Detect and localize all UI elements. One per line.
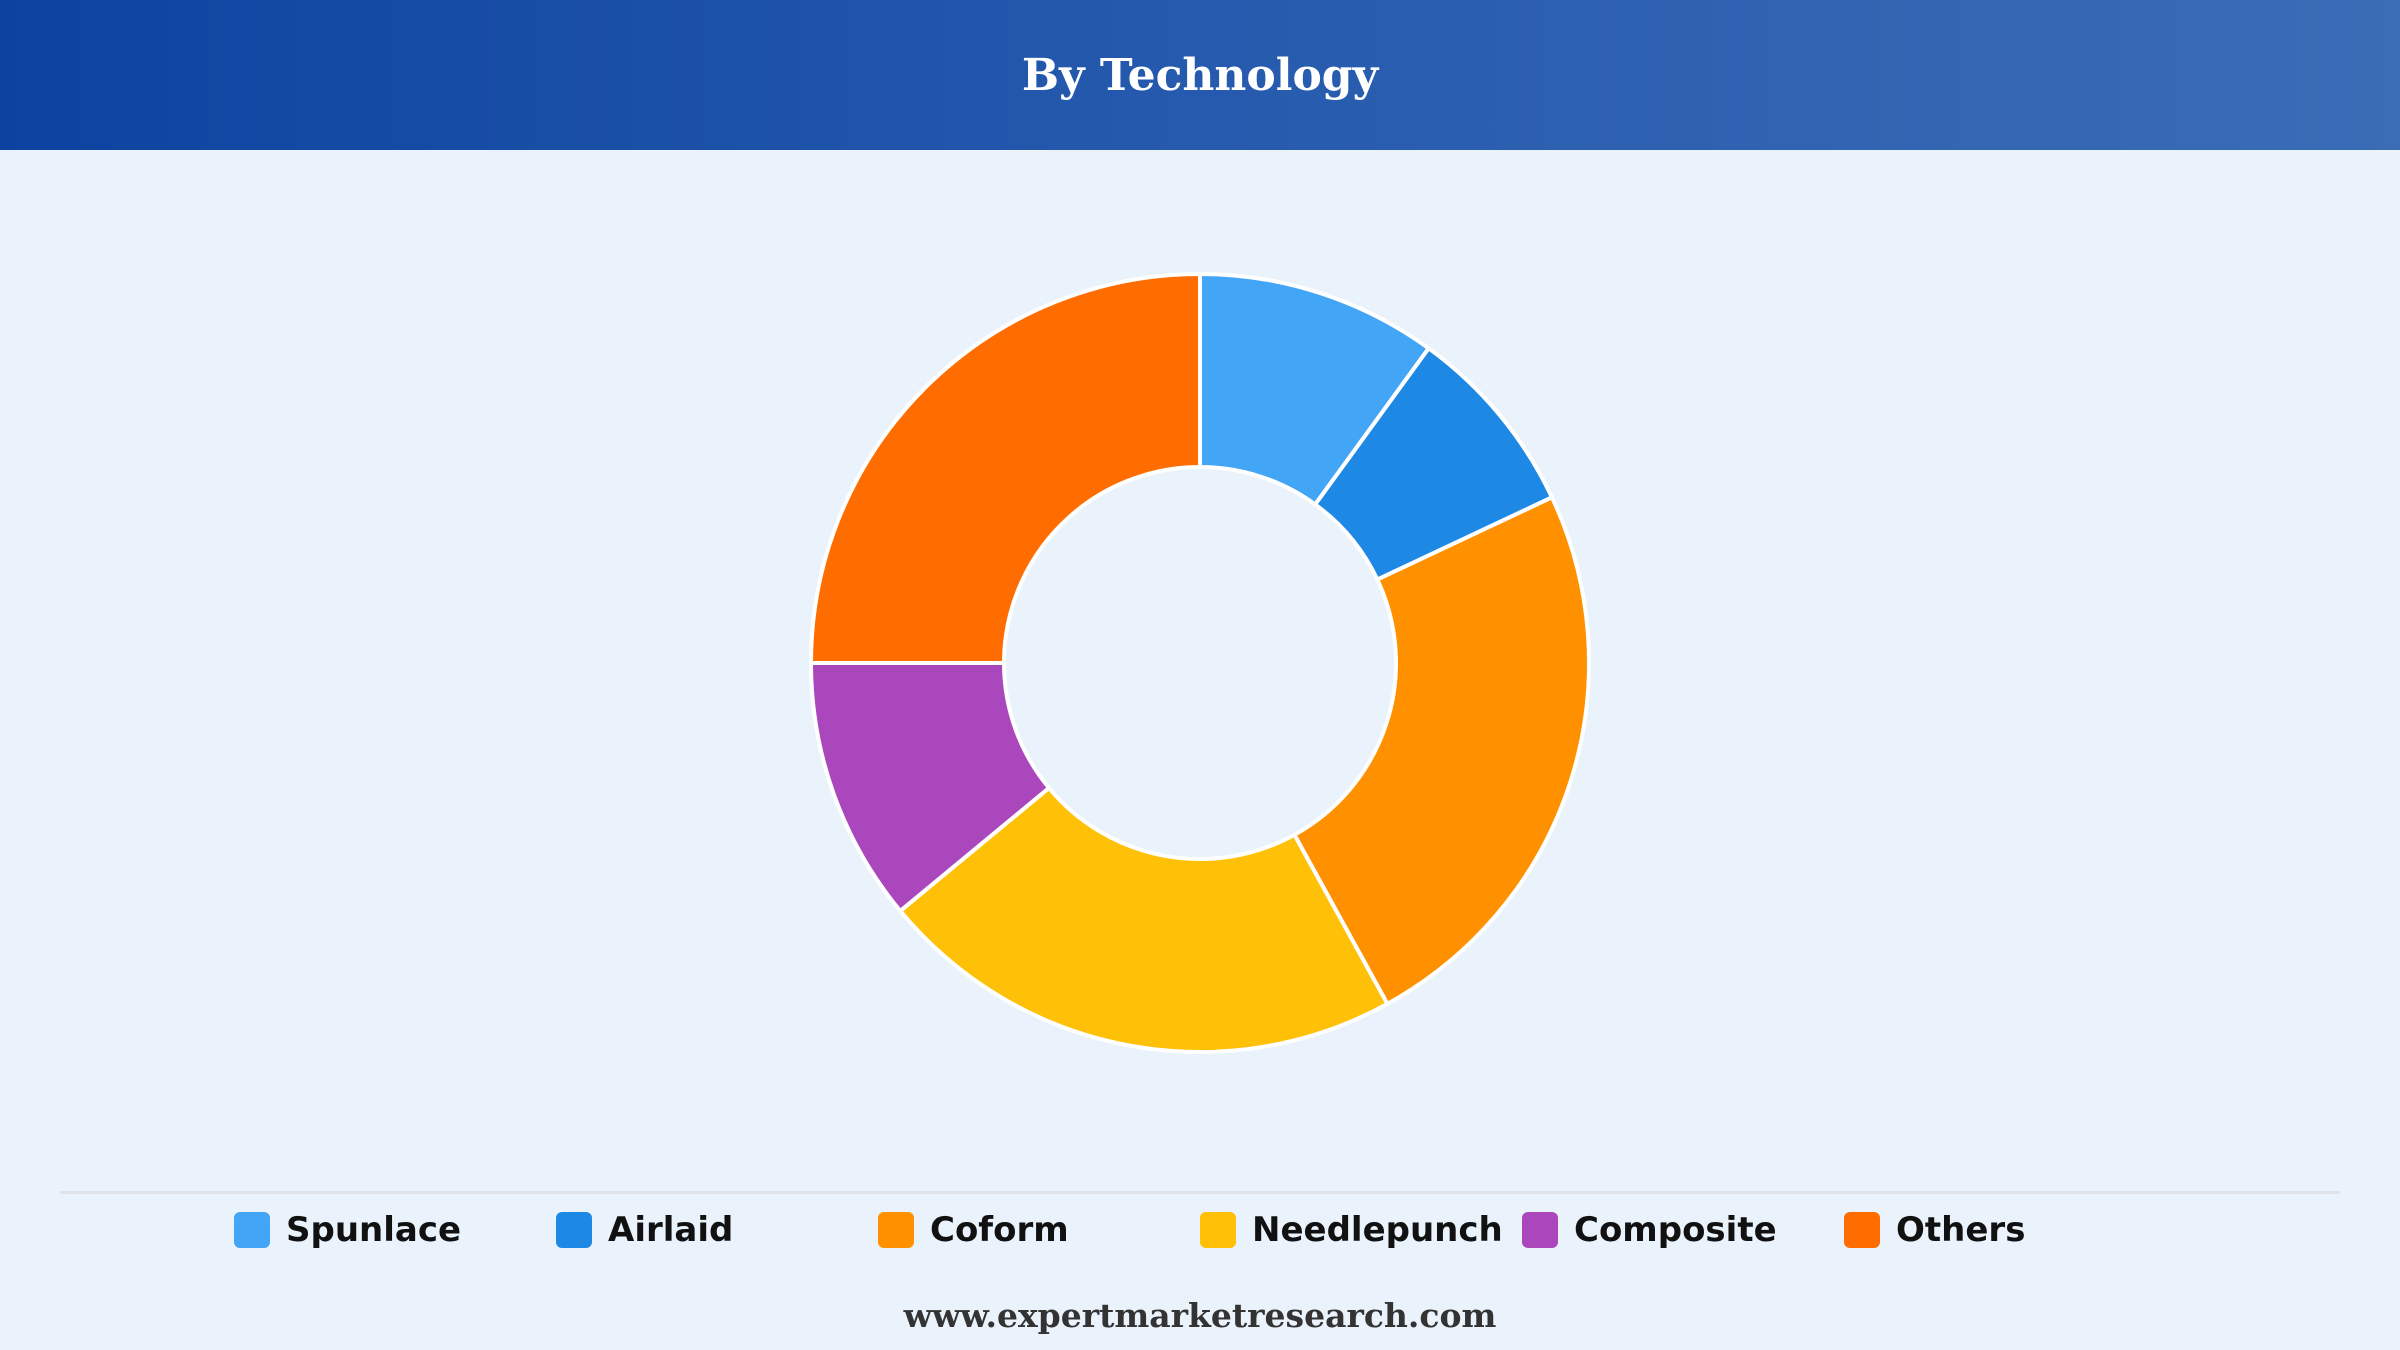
legend-swatch-coform	[878, 1212, 914, 1248]
legend-item-airlaid[interactable]: Airlaid	[556, 1205, 733, 1255]
donut-slice-needlepunch[interactable]	[898, 785, 1390, 1054]
legend-item-composite[interactable]: Composite	[1522, 1205, 1777, 1255]
donut-chart	[809, 272, 1591, 1054]
legend-item-needlepunch[interactable]: Needlepunch	[1200, 1205, 1503, 1255]
legend-label-coform: Coform	[930, 1210, 1069, 1250]
legend-label-others: Others	[1896, 1210, 2026, 1250]
donut-slice-others[interactable]	[809, 272, 1202, 665]
legend-swatch-needlepunch	[1200, 1212, 1236, 1248]
legend-swatch-airlaid	[556, 1212, 592, 1248]
legend-label-spunlace: Spunlace	[286, 1210, 462, 1250]
donut-slice-coform[interactable]	[1292, 495, 1591, 1006]
legend-label-composite: Composite	[1574, 1210, 1777, 1250]
chart-area	[0, 150, 2400, 1190]
donut-slice-composite[interactable]	[809, 661, 1051, 913]
legend-swatch-others	[1844, 1212, 1880, 1248]
legend-item-spunlace[interactable]: Spunlace	[234, 1205, 461, 1255]
header-banner: By Technology	[0, 0, 2400, 150]
legend-label-needlepunch: Needlepunch	[1252, 1210, 1503, 1250]
legend-item-others[interactable]: Others	[1844, 1205, 2025, 1255]
legend-swatch-composite	[1522, 1212, 1558, 1248]
chart-legend: Spunlace Airlaid Coform Needlepunch Composit…	[0, 1205, 2400, 1255]
legend-swatch-spunlace	[234, 1212, 270, 1248]
legend-label-airlaid: Airlaid	[608, 1210, 734, 1250]
legend-divider	[60, 1191, 2340, 1194]
source-url: www.expertmarketresearch.com	[903, 1296, 1497, 1335]
legend-item-coform[interactable]: Coform	[878, 1205, 1069, 1255]
page-title: By Technology	[1021, 49, 1379, 101]
